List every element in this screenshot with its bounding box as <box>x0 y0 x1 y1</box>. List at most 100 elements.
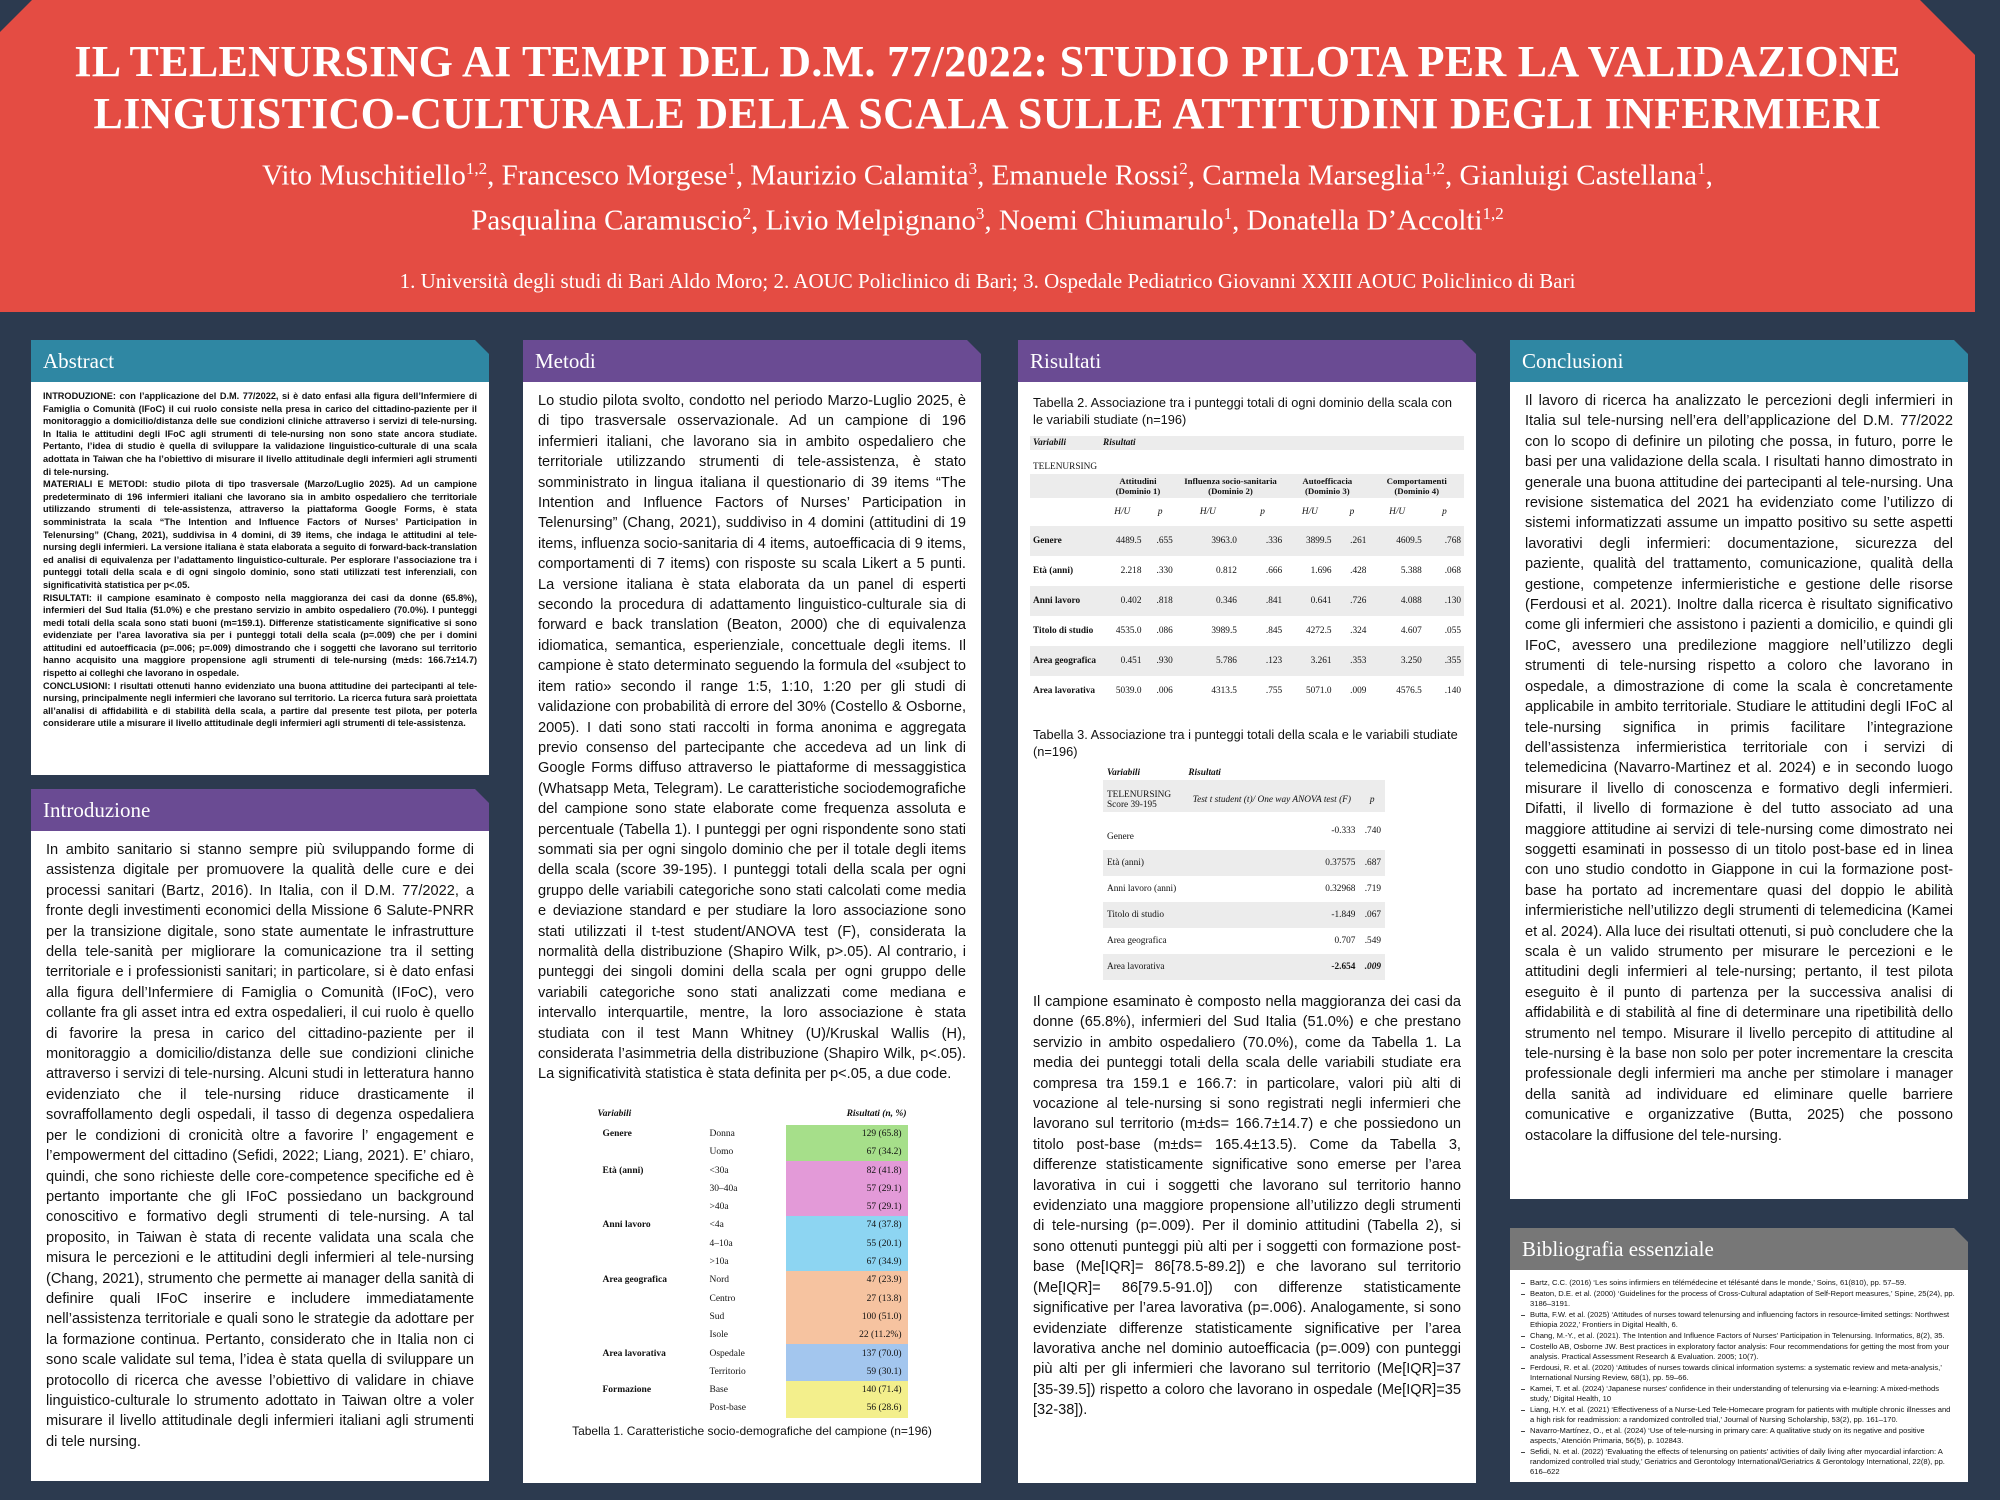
cell-value: 0.451 <box>1120 656 1142 666</box>
domain-header: Autoefficacia (Dominio 3) <box>1302 476 1353 496</box>
table-section: TELENURSING Score 39-195 <box>1103 780 1184 812</box>
row-label: Titolo di studio <box>1107 910 1165 920</box>
cell-value: .055 <box>1444 626 1461 636</box>
variable <box>597 1399 704 1417</box>
cell-value: 5.388 <box>1400 566 1422 576</box>
row-label: Area lavorativa <box>1033 686 1096 696</box>
value-cell: 74 (37.8) <box>785 1216 908 1235</box>
table-row: Area lavorativa Ospedale 137 (70.0) <box>597 1344 908 1363</box>
row-label: Genere <box>1033 536 1062 546</box>
bibliography-entry: Sefidi, N. et al. (2022) ‘Evaluating the… <box>1521 1447 1956 1477</box>
value-cell: 55 (20.1) <box>785 1234 908 1253</box>
conclusions-column: Conclusioni Il lavoro di ricerca ha anal… <box>1510 340 1968 1482</box>
cell-value: 0.37575 <box>1325 858 1356 868</box>
entry-text: Kamei, T. et al. (2024) ‘Japanese nurses… <box>1530 1384 1940 1403</box>
bullet <box>1521 1389 1525 1390</box>
table-header: Risultati <box>1103 438 1136 448</box>
entry-text: Liang, H.Y. et al. (2021) ‘Effectiveness… <box>1530 1405 1951 1424</box>
cell-value: 4609.5 <box>1396 536 1422 546</box>
value-cell: 47 (23.9) <box>785 1271 908 1290</box>
value-cell: 100 (51.0) <box>785 1307 908 1327</box>
value-cell: 57 (29.1) <box>785 1198 908 1217</box>
table-caption: Tabella 3. Associazione tra i punteggi t… <box>1033 727 1458 759</box>
cell-value: 0.402 <box>1120 596 1142 606</box>
bullet <box>1521 1452 1525 1453</box>
section-title: Introduzione <box>31 789 489 831</box>
author-affiliation: 1,2 <box>1482 203 1504 223</box>
category: Territorio <box>709 1366 746 1377</box>
category: Post-base <box>709 1403 746 1414</box>
author-affiliation: 2 <box>742 203 752 223</box>
cell-value: .324 <box>1350 626 1367 636</box>
bibliography-list: Bartz, C.C. (2016) ‘Les soins infirmiers… <box>1510 1270 1968 1477</box>
row-label: Anni lavoro (anni) <box>1107 884 1177 894</box>
abstract-paragraph: CONCLUSIONI: I risultati ottenuti hanno … <box>43 680 477 729</box>
table-row: Area geografica 0.451 .930 5.786 .123 3.261 .3… <box>1030 646 1464 676</box>
bibliography-entry: Costello AB, Osborne JW. Best practices … <box>1521 1342 1956 1362</box>
cell-value: .006 <box>1156 686 1173 696</box>
cell-value: .330 <box>1156 566 1173 576</box>
value-cell: 137 (70.0) <box>785 1344 908 1363</box>
table-row: Centro 27 (13.8) <box>597 1289 908 1308</box>
section-title: Bibliografia essenziale <box>1510 1228 1968 1270</box>
author-line: Vito Muschitiello1,2, Francesco Morgese1… <box>0 150 1975 195</box>
table-row: Genere Donna 129 (65.8) <box>597 1124 908 1144</box>
domain-header: Comportamenti (Dominio 4) <box>1386 476 1447 496</box>
author-name: , Gianluigi Castellana <box>1444 159 1698 192</box>
cell-value: 4.088 <box>1400 596 1422 606</box>
value-cell: 59 (30.1) <box>785 1362 908 1381</box>
bibliography-entry: Liang, H.Y. et al. (2021) ‘Effectiveness… <box>1521 1405 1956 1425</box>
section-title: Metodi <box>523 340 981 382</box>
table-row: Area lavorativa 5039.0 .006 4313.5 .755 5071.… <box>1030 676 1464 706</box>
section-name: TELENURSING <box>1107 790 1172 800</box>
category: >40a <box>709 1202 729 1213</box>
table-row: Post-base 56 (28.6) <box>597 1399 908 1418</box>
bullet <box>1521 1315 1525 1316</box>
bibliography-entry: Butta, F.W. et al. (2025) ‘Attitudes of … <box>1521 1310 1956 1330</box>
cell-value: .140 <box>1444 686 1461 696</box>
table-2: Variabili Risultati TELENURSING Attitudini … <box>1030 436 1464 706</box>
cell-value: .428 <box>1350 566 1367 576</box>
cell-value: .261 <box>1350 536 1367 546</box>
table-row: Anni lavoro (anni) 0.32968 .719 <box>1103 876 1385 902</box>
stat-header: H/U <box>1199 507 1216 517</box>
author-name: , Francesco Morgese <box>487 159 728 192</box>
row-label: Età (anni) <box>1107 858 1144 868</box>
variable: Età (anni) <box>602 1165 644 1176</box>
conclusions-text: Il lavoro di ricerca ha analizzato le pe… <box>1525 393 1953 1144</box>
stat-header: p <box>1349 507 1355 517</box>
table-row: Anni lavoro 0.402 .818 0.346 .841 0.641 .726 4.… <box>1030 586 1464 616</box>
domain-header: Attitudini (Dominio 1) <box>1115 476 1161 496</box>
author-name: , Carmela Marseglia <box>1187 159 1424 192</box>
cell-value: .009 <box>1350 686 1367 696</box>
cell-value: 3.261 <box>1310 656 1332 666</box>
cell-value: 4489.5 <box>1115 536 1142 546</box>
cell-value: .068 <box>1444 566 1461 576</box>
cell-value: 5071.0 <box>1305 686 1332 696</box>
table-caption: Tabella 1. Caratteristiche socio-demogra… <box>572 1423 932 1438</box>
results-box: Tabella 2. Associazione tra i punteggi t… <box>1018 382 1476 1483</box>
table-header-row: Variabili Risultati <box>1030 436 1464 450</box>
author-name: , <box>1705 159 1713 192</box>
cell-value: .845 <box>1265 626 1283 636</box>
cell-value: 0.346 <box>1216 596 1237 606</box>
table-3: Variabili Risultati TELENURSING Score 39-19… <box>1103 766 1385 980</box>
table-caption: Tabella 2. Associazione tra i punteggi t… <box>1033 395 1453 427</box>
author-name: , Emanuele Rossi <box>977 159 1180 192</box>
variable: Anni lavoro <box>602 1220 651 1231</box>
table-header: Risultati (n, %) <box>846 1108 907 1119</box>
domain-row: Attitudini (Dominio 1) Influenza socio-sa… <box>1030 474 1464 498</box>
cell-value: 0.32968 <box>1325 884 1356 894</box>
category: Uomo <box>709 1147 734 1158</box>
value-cell: 27 (13.8) <box>785 1289 908 1308</box>
p-header: p <box>1369 795 1375 805</box>
cell-value: 4535.0 <box>1115 626 1142 636</box>
bibliography-entry: Kamei, T. et al. (2024) ‘Japanese nurses… <box>1521 1384 1956 1404</box>
author-line: Pasqualina Caramuscio2, Livio Melpignano… <box>0 195 1975 240</box>
header: IL TELENURSING AI TEMPI DEL D.M. 77/2022… <box>0 0 1975 312</box>
table-row: Uomo 67 (34.2) <box>597 1143 908 1162</box>
table-section: TELENURSING <box>1033 462 1098 472</box>
bullet <box>1521 1336 1525 1337</box>
table-header: Variabili <box>1033 438 1067 448</box>
